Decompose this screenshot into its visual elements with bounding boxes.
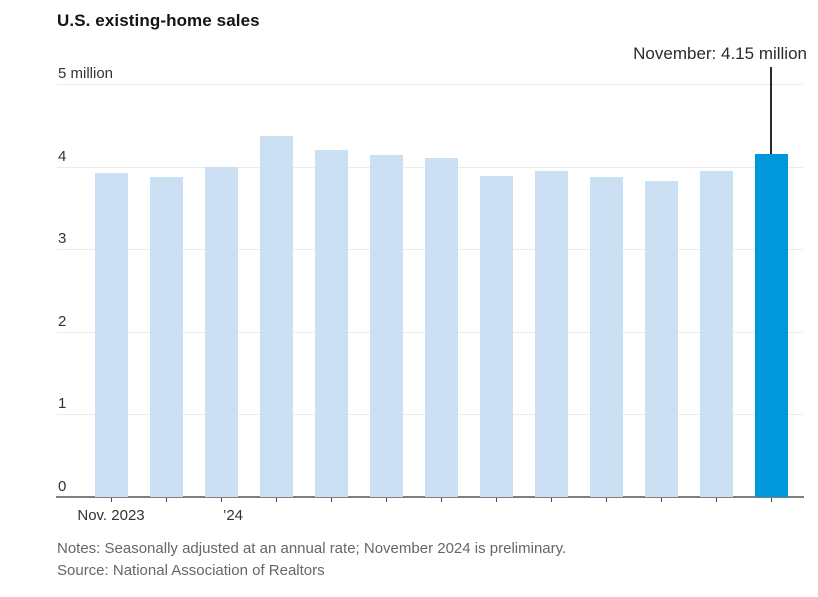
- y-axis-label: 4: [58, 147, 67, 165]
- annotation-label: November: 4.15 million: [633, 44, 807, 63]
- gridline: [57, 84, 803, 85]
- chart-title: U.S. existing-home sales: [57, 11, 260, 30]
- y-axis-label: 2: [58, 312, 67, 330]
- x-axis-tick: [441, 498, 442, 502]
- x-axis-tick: [496, 498, 497, 502]
- x-axis-tick: [771, 498, 772, 502]
- annotation-pointer-line: [770, 67, 772, 155]
- y-axis-label: 0: [58, 478, 67, 495]
- x-axis-label: Nov. 2023: [77, 507, 145, 524]
- x-axis-tick: [386, 498, 387, 502]
- bar: [369, 155, 403, 497]
- bar: [534, 170, 568, 497]
- chart-notes: Notes: Seasonally adjusted at an annual …: [57, 540, 567, 557]
- y-axis-label: 3: [58, 230, 67, 248]
- bar: [479, 175, 513, 497]
- x-axis-tick: [551, 498, 552, 502]
- bar: [424, 157, 458, 497]
- bar: [204, 166, 238, 497]
- bar: [314, 150, 348, 497]
- x-axis-label: ’24: [223, 507, 244, 524]
- bar: [259, 136, 293, 497]
- chart-source: Source: National Association of Realtors: [57, 562, 325, 579]
- x-axis-tick: [221, 498, 222, 502]
- x-axis-line: [56, 496, 804, 498]
- bar: [149, 176, 183, 497]
- x-axis-tick: [111, 498, 112, 502]
- bar: [589, 176, 623, 497]
- bar: [94, 173, 128, 497]
- x-axis-tick: [716, 498, 717, 502]
- y-axis-label: 5 million: [58, 65, 114, 82]
- x-axis-tick: [331, 498, 332, 502]
- x-axis-tick: [166, 498, 167, 502]
- bar: [644, 181, 678, 497]
- bar: [699, 170, 733, 497]
- x-axis-tick: [606, 498, 607, 502]
- x-axis-tick: [661, 498, 662, 502]
- bar-highlighted: [754, 154, 788, 497]
- y-axis-label: 1: [58, 395, 67, 413]
- x-axis-tick: [276, 498, 277, 502]
